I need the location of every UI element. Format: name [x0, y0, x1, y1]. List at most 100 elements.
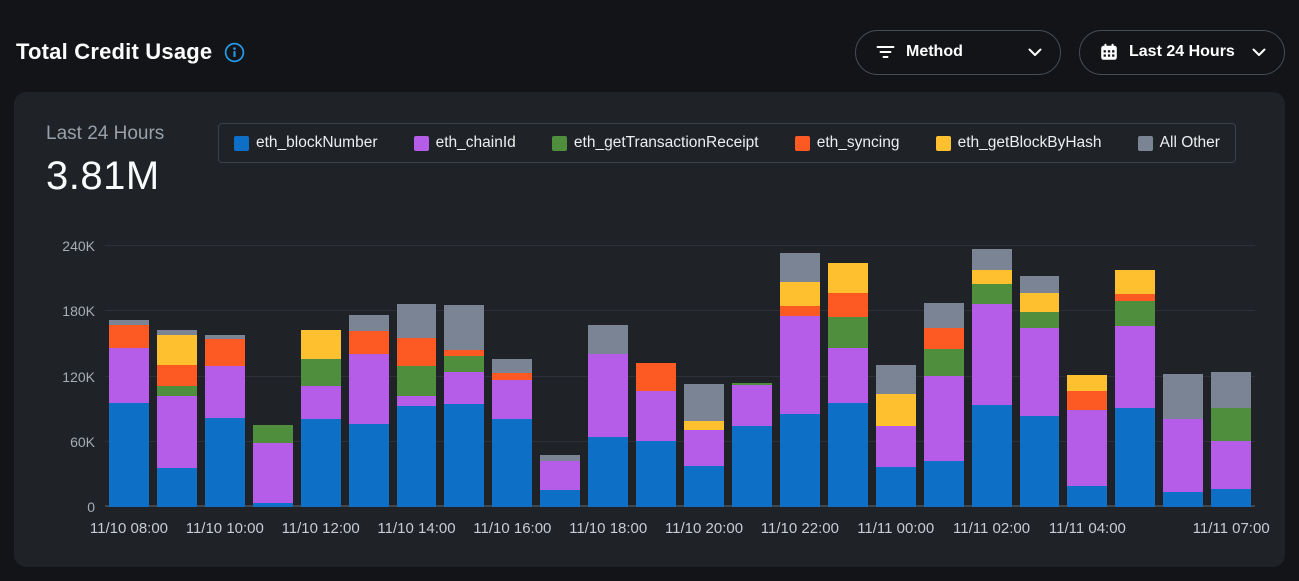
- x-axis-tick-label: 11/11 07:00: [1192, 520, 1270, 537]
- bar-segment-eth-getTransactionReceipt: [252, 425, 293, 443]
- bar-segment-eth-syncing: [923, 327, 964, 350]
- bar-segment-eth-chainId: [540, 461, 581, 490]
- bar-slot: [1019, 246, 1060, 507]
- bar-segment-eth-blockNumber: [684, 465, 724, 507]
- bar-segment-eth-blockNumber: [396, 405, 437, 507]
- bar-segment-eth-chainId: [875, 426, 916, 468]
- bar-segment-eth-getTransactionReceipt: [827, 316, 868, 349]
- bar-segment-eth-blockNumber: [636, 440, 677, 507]
- legend-item-eth-blockNumber[interactable]: eth_blockNumber: [234, 134, 377, 152]
- legend-swatch: [935, 135, 951, 151]
- bar-segment-eth-chainId: [684, 429, 724, 466]
- stacked-bar: [875, 246, 916, 507]
- bar-segment-eth-blockNumber: [492, 418, 533, 507]
- bar-segment-All Other: [779, 252, 820, 282]
- legend-item-All Other[interactable]: All Other: [1137, 134, 1220, 152]
- summary: Last 24 Hours 3.81M: [46, 123, 204, 199]
- bar-segment-eth-chainId: [300, 386, 341, 419]
- bar-segment-eth-chainId: [971, 303, 1012, 405]
- bar-segment-eth-syncing: [109, 325, 149, 349]
- bar-segment-eth-chainId: [588, 353, 629, 438]
- legend-swatch: [1137, 135, 1153, 151]
- bar-segment-eth-getBlockByHash: [684, 421, 724, 430]
- summary-total-value: 3.81M: [46, 154, 160, 198]
- bar-segment-eth-blockNumber: [827, 402, 868, 507]
- bar-segment-eth-chainId: [444, 372, 485, 404]
- bar-segment-eth-chainId: [1163, 418, 1204, 492]
- bar-segment-eth-blockNumber: [875, 467, 916, 507]
- bar-segment-eth-blockNumber: [348, 424, 389, 507]
- stacked-bar: [636, 246, 677, 507]
- legend-label: eth_getTransactionReceipt: [573, 134, 759, 151]
- bar-segment-All Other: [684, 383, 724, 422]
- bar-slot: [731, 246, 772, 507]
- bar-segment-eth-chainId: [252, 442, 293, 503]
- bar-slot: [348, 246, 389, 507]
- legend-swatch: [551, 135, 567, 151]
- legend-item-eth-getTransactionReceipt[interactable]: eth_getTransactionReceipt: [551, 134, 759, 152]
- bar-segment-eth-getBlockByHash: [827, 263, 868, 293]
- bar-slot: 11/10 22:00: [761, 246, 839, 537]
- bar-segment-eth-getBlockByHash: [1019, 292, 1060, 313]
- bar-segment-eth-blockNumber: [204, 417, 245, 507]
- bar-segment-eth-getBlockByHash: [300, 329, 341, 360]
- x-axis-tick-label: 11/10 16:00: [473, 520, 552, 537]
- x-axis-tick-label: 11/10 20:00: [664, 520, 744, 537]
- method-filter-dropdown[interactable]: Method: [855, 29, 1061, 75]
- bar-segment-eth-getTransactionReceipt: [396, 366, 437, 397]
- time-range-label: Last 24 Hours: [1129, 43, 1235, 60]
- bar-segment-eth-syncing: [492, 373, 533, 380]
- legend-item-eth-chainId[interactable]: eth_chainId: [413, 134, 516, 152]
- bar-slot: [1163, 246, 1204, 507]
- bar-slot: [636, 246, 677, 507]
- bar-segment-All Other: [923, 302, 964, 328]
- time-range-dropdown[interactable]: Last 24 Hours: [1079, 29, 1285, 75]
- bar-segment-eth-blockNumber: [1163, 491, 1204, 507]
- legend-swatch: [794, 135, 810, 151]
- x-axis-tick-label: 11/10 14:00: [377, 520, 456, 537]
- gridline: [105, 245, 1255, 246]
- bar-segment-eth-blockNumber: [588, 437, 629, 507]
- y-axis-tick-label: 180K: [62, 303, 95, 320]
- gridline: [105, 375, 1255, 377]
- bar-segment-eth-chainId: [1115, 326, 1156, 409]
- bar-segment-eth-chainId: [731, 385, 772, 426]
- x-axis-tick-label: 11/10 08:00: [89, 520, 169, 537]
- bar-segment-eth-getTransactionReceipt: [731, 383, 772, 386]
- bar-segment-eth-syncing: [779, 305, 820, 317]
- stacked-bar: [588, 246, 629, 507]
- stacked-bar: [1067, 246, 1108, 507]
- bar-segment-eth-syncing: [396, 338, 437, 367]
- bar-segment-eth-syncing: [444, 350, 485, 356]
- bar-segment-eth-getBlockByHash: [1115, 269, 1156, 294]
- bar-slot: [444, 246, 485, 507]
- bar-segment-eth-blockNumber: [156, 468, 197, 507]
- stacked-bar: [252, 246, 293, 507]
- info-icon[interactable]: [224, 42, 245, 63]
- bar-segment-eth-syncing: [636, 363, 677, 391]
- bar-slot: [827, 246, 868, 507]
- bar-segment-All Other: [492, 358, 533, 374]
- legend-item-eth-getBlockByHash[interactable]: eth_getBlockByHash: [935, 134, 1102, 152]
- legend-item-eth-syncing[interactable]: eth_syncing: [794, 134, 899, 152]
- bar-segment-eth-getBlockByHash: [1067, 375, 1108, 391]
- bar-segment-eth-getTransactionReceipt: [300, 359, 341, 387]
- stacked-bar: [779, 246, 820, 507]
- stacked-bar: [300, 246, 341, 507]
- calendar-icon: [1100, 43, 1118, 61]
- stacked-bar: [109, 246, 149, 507]
- bar-slot: [540, 246, 581, 507]
- x-axis-tick-label: 11/11 00:00: [857, 520, 935, 537]
- bar-segment-All Other: [1019, 276, 1060, 293]
- x-axis-tick-label: 11/11 02:00: [953, 520, 1031, 537]
- stacked-bar: [540, 246, 581, 507]
- bar-segment-eth-chainId: [492, 379, 533, 419]
- bar-segment-eth-getBlockByHash: [779, 281, 820, 306]
- stacked-bar: [971, 246, 1012, 507]
- bar-segment-eth-getTransactionReceipt: [1019, 312, 1060, 328]
- stacked-bar: [204, 246, 245, 507]
- stacked-bar: [348, 246, 389, 507]
- bar-segment-All Other: [204, 335, 245, 339]
- bar-segment-eth-blockNumber: [540, 489, 581, 507]
- title-wrap: Total Credit Usage: [16, 39, 245, 65]
